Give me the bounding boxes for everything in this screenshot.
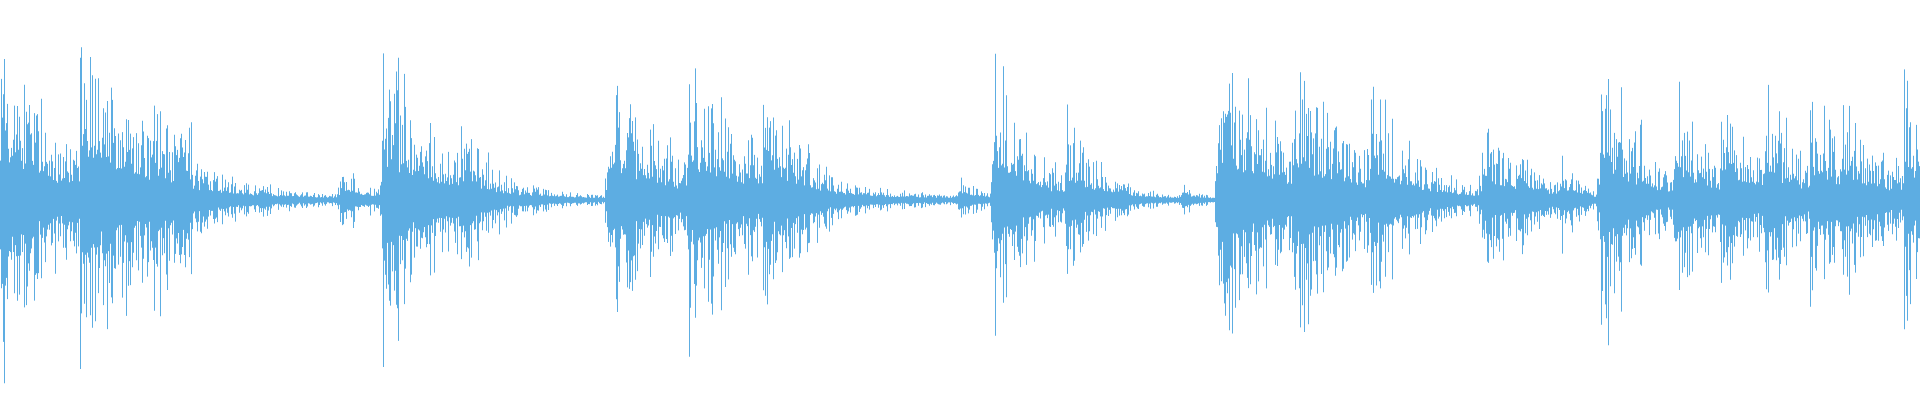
waveform-path [0,47,1920,384]
